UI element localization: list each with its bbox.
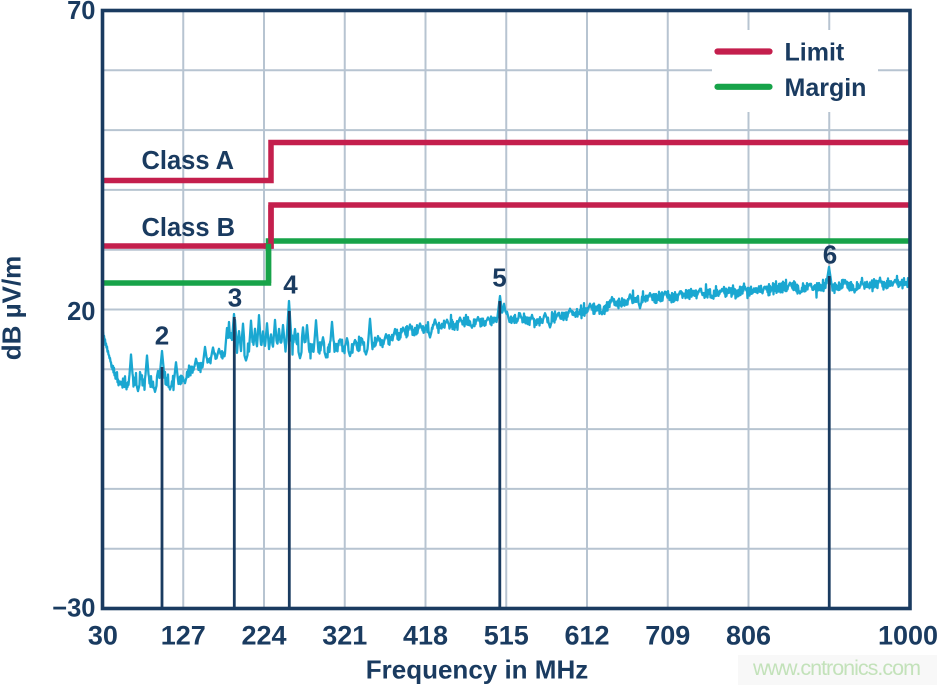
svg-text:Class B: Class B [142,214,236,242]
svg-text:612: 612 [564,621,609,651]
svg-text:709: 709 [645,621,690,651]
svg-text:6: 6 [823,239,837,269]
svg-text:www.cntronics.com: www.cntronics.com [752,656,920,680]
svg-text:Limit: Limit [785,38,845,66]
svg-text:418: 418 [403,621,448,651]
svg-text:5: 5 [492,263,506,293]
svg-text:1000: 1000 [878,621,937,651]
svg-text:224: 224 [241,621,286,651]
svg-text:20: 20 [67,298,95,326]
svg-text:515: 515 [484,621,529,651]
svg-text:2: 2 [155,320,169,350]
svg-text:70: 70 [67,0,95,25]
svg-text:Margin: Margin [785,74,867,102]
svg-text:30: 30 [88,621,118,651]
svg-text:Class A: Class A [142,147,235,175]
svg-text:Frequency in MHz: Frequency in MHz [366,655,588,685]
svg-text:321: 321 [322,621,367,651]
svg-text:dB µV/m: dB µV/m [0,256,27,361]
svg-text:−30: −30 [52,595,95,623]
svg-text:127: 127 [161,621,206,651]
svg-text:4: 4 [283,269,298,299]
svg-text:806: 806 [726,621,771,651]
svg-text:3: 3 [228,282,242,312]
